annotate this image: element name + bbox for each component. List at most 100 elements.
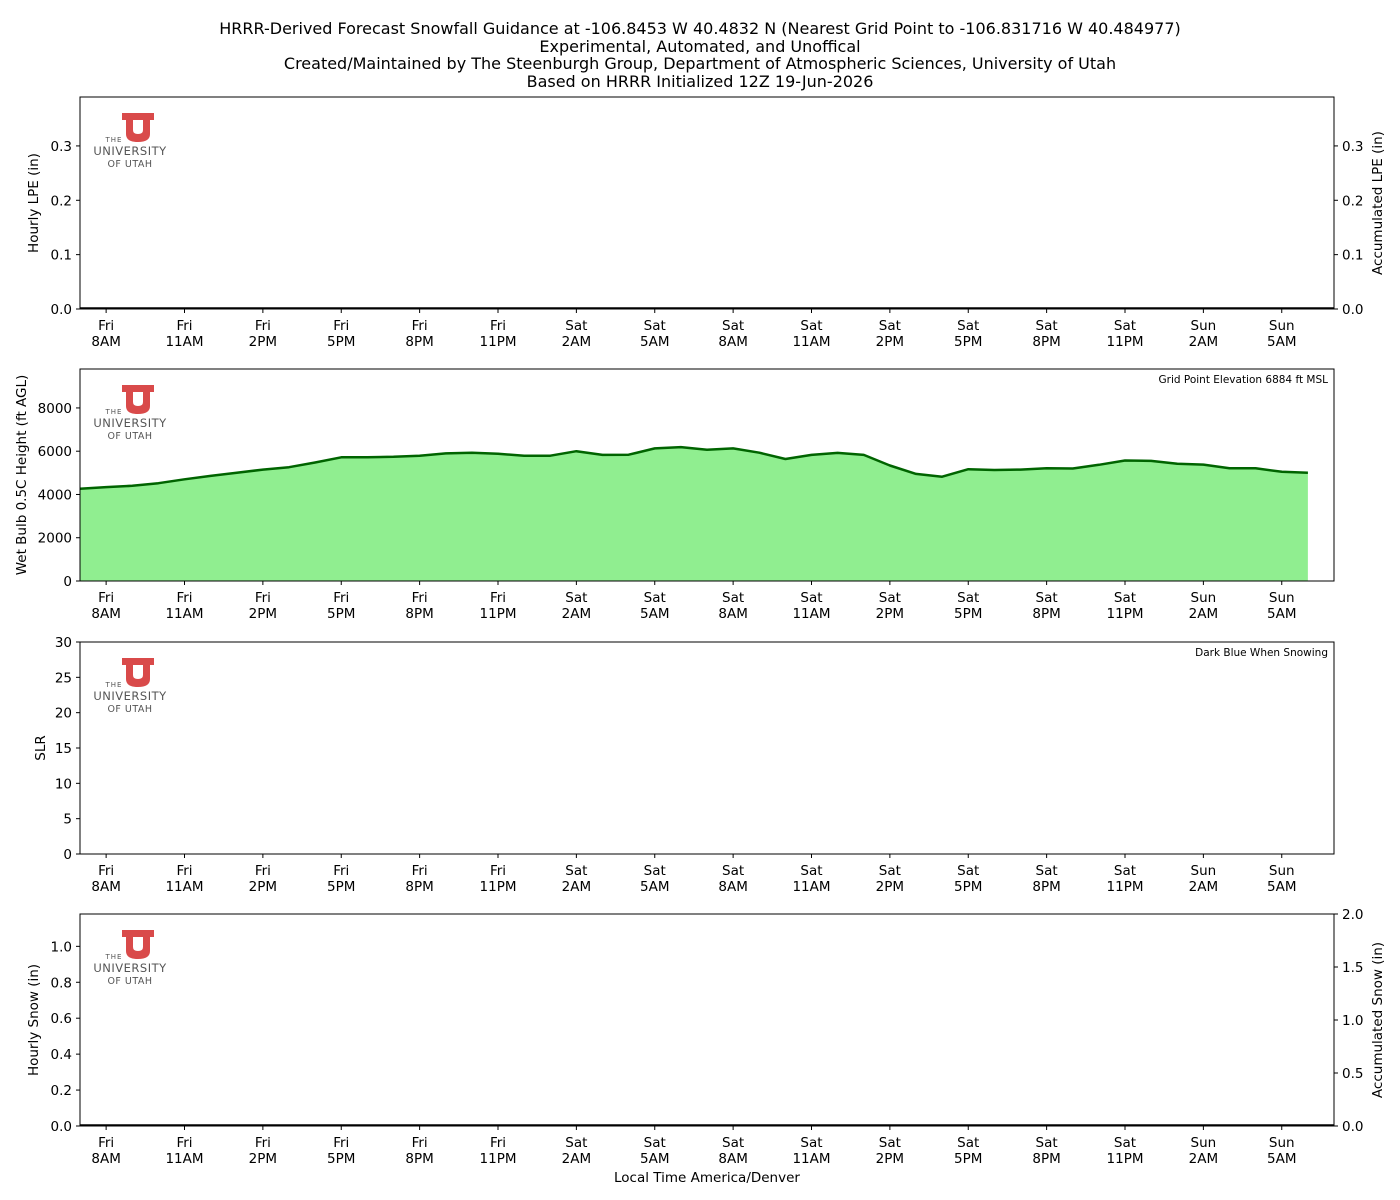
x-tick-hour: 5AM	[1267, 606, 1296, 622]
x-tick-hour: 5AM	[1267, 334, 1296, 350]
x-tick-day: Fri	[333, 318, 349, 334]
x-tick-hour: 8PM	[405, 879, 433, 895]
y-tick-label: 0.2	[51, 1083, 72, 1099]
x-tick-hour: 5PM	[327, 1151, 355, 1167]
y-tick-label: 1.0	[51, 939, 72, 955]
y-right-axis-label: Accumulated LPE (in)	[1370, 131, 1386, 275]
x-tick-day: Sat	[800, 318, 822, 334]
y-right-tick-label: 2.0	[1342, 907, 1363, 923]
x-tick-hour: 2AM	[1189, 879, 1218, 895]
x-tick-hour: 11AM	[792, 606, 830, 622]
y-tick-label: 2000	[38, 531, 72, 547]
x-tick-hour: 11PM	[1107, 334, 1144, 350]
x-tick-hour: 11AM	[792, 879, 830, 895]
x-tick-day: Fri	[255, 590, 271, 606]
x-tick-day: Fri	[490, 590, 506, 606]
x-tick-hour: 2PM	[249, 879, 277, 895]
x-tick-hour: 2PM	[876, 606, 904, 622]
x-tick-hour: 2PM	[876, 879, 904, 895]
x-tick-day: Fri	[176, 1135, 192, 1151]
chart-title: HRRR-Derived Forecast Snowfall Guidance …	[219, 19, 1181, 38]
x-tick-day: Sun	[1269, 863, 1295, 879]
y-tick-label: 0.2	[51, 193, 72, 209]
y-tick-label: 4000	[38, 487, 72, 503]
x-tick-hour: 5AM	[640, 879, 669, 895]
x-tick-day: Sat	[800, 590, 822, 606]
x-tick-hour: 2PM	[249, 606, 277, 622]
logo-text-the: THE	[105, 681, 123, 689]
y-axis-label: Hourly LPE (in)	[26, 153, 42, 253]
y-right-tick-label: 0.1	[1342, 248, 1363, 264]
x-tick-day: Fri	[255, 1135, 271, 1151]
x-tick-day: Sat	[722, 1135, 744, 1151]
y-tick-label: 0.4	[51, 1047, 72, 1063]
x-tick-hour: 5AM	[1267, 879, 1296, 895]
logo-text-of-utah: OF UTAH	[107, 704, 152, 715]
axes-frame	[79, 96, 1335, 310]
x-tick-hour: 2PM	[876, 334, 904, 350]
x-tick-day: Sun	[1191, 590, 1217, 606]
x-tick-day: Sat	[1036, 863, 1058, 879]
logo-text-of-utah: OF UTAH	[107, 159, 152, 170]
x-tick-hour: 8PM	[405, 334, 433, 350]
x-tick-day: Sat	[722, 863, 744, 879]
x-tick-day: Fri	[333, 1135, 349, 1151]
x-tick-day: Sat	[1036, 590, 1058, 606]
x-tick-day: Sun	[1269, 1135, 1295, 1151]
x-tick-hour: 5PM	[954, 1151, 982, 1167]
x-tick-day: Sat	[644, 590, 666, 606]
y-tick-label: 25	[55, 670, 72, 686]
u-icon	[122, 658, 154, 687]
x-tick-hour: 5PM	[327, 879, 355, 895]
x-tick-hour: 2PM	[249, 1151, 277, 1167]
x-tick-hour: 8AM	[718, 879, 747, 895]
panel-slr: 0 5 10 15 20 25 30 SLR Dark Blue When Snowing Fri…	[33, 635, 1335, 895]
x-tick-day: Sat	[879, 1135, 901, 1151]
x-tick-day: Sat	[565, 590, 587, 606]
x-tick-day: Sun	[1269, 590, 1295, 606]
logo-text-of-utah: OF UTAH	[107, 431, 152, 442]
x-axis-label: Local Time America/Denver	[614, 1170, 800, 1186]
x-tick-hour: 2AM	[562, 606, 591, 622]
x-tick-day: Sat	[879, 318, 901, 334]
y-right-tick-label: 0.5	[1342, 1066, 1363, 1082]
x-tick-hour: 8AM	[91, 879, 120, 895]
y-tick-label: 5	[63, 812, 72, 828]
x-tick-day: Sun	[1191, 318, 1217, 334]
x-tick-hour: 5PM	[327, 606, 355, 622]
panel-wetbulb: 0 2000 4000 6000 8000 Wet Bulb 0.5C Height (f…	[14, 368, 1335, 622]
x-tick-day: Fri	[98, 318, 114, 334]
x-tick-day: Sat	[879, 863, 901, 879]
x-tick-day: Fri	[412, 1135, 428, 1151]
x-tick-day: Fri	[333, 863, 349, 879]
logo-text-the: THE	[105, 953, 123, 961]
y-tick-label: 0.1	[51, 248, 72, 264]
x-tick-hour: 11PM	[480, 1151, 517, 1167]
x-tick-hour: 11PM	[480, 606, 517, 622]
x-tick-hour: 2AM	[562, 334, 591, 350]
logo-text-university: UNIVERSITY	[93, 961, 167, 975]
y-tick-label: 8000	[38, 401, 72, 417]
x-tick-day: Sat	[644, 1135, 666, 1151]
x-tick-day: Sat	[565, 863, 587, 879]
panel-annotation: Grid Point Elevation 6884 ft MSL	[1159, 374, 1329, 386]
y-axis-label: Hourly Snow (in)	[26, 964, 42, 1076]
x-tick-day: Fri	[412, 863, 428, 879]
x-tick-day: Fri	[490, 863, 506, 879]
x-tick-day: Fri	[255, 863, 271, 879]
x-tick-hour: 5AM	[1267, 1151, 1296, 1167]
x-tick-day: Sat	[1036, 1135, 1058, 1151]
x-tick-hour: 8PM	[1032, 606, 1060, 622]
x-tick-day: Fri	[412, 590, 428, 606]
x-tick-hour: 2AM	[562, 879, 591, 895]
x-tick-hour: 11PM	[1107, 606, 1144, 622]
x-tick-hour: 2AM	[1189, 334, 1218, 350]
x-tick-hour: 11AM	[165, 1151, 203, 1167]
x-tick-hour: 8AM	[91, 1151, 120, 1167]
x-tick-day: Sat	[565, 1135, 587, 1151]
y-right-tick-label: 0.2	[1342, 193, 1363, 209]
x-tick-day: Sat	[1114, 1135, 1136, 1151]
x-tick-hour: 11PM	[1107, 1151, 1144, 1167]
